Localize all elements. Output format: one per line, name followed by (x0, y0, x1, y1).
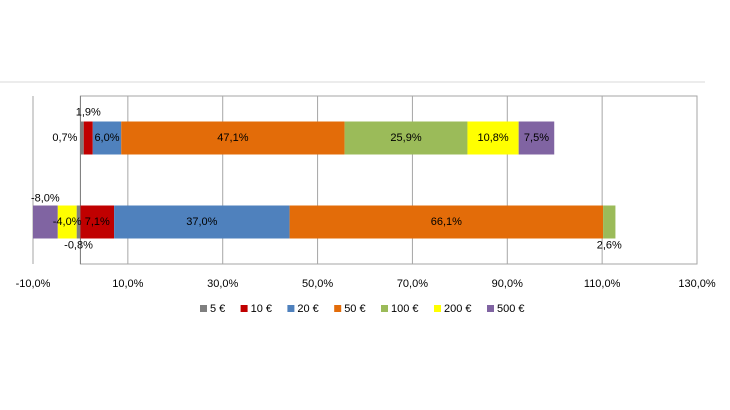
legend-swatch (240, 305, 248, 312)
data-label: 2,6% (597, 239, 622, 251)
x-tick-label: 130,0% (678, 278, 716, 290)
data-label: -8,0% (31, 192, 60, 204)
data-label: 47,1% (217, 132, 248, 144)
bar-segment (92, 121, 122, 155)
bar-segment (33, 205, 58, 239)
x-tick-label: 50,0% (302, 278, 333, 290)
data-label: 25,9% (390, 132, 421, 144)
bar-segment (121, 121, 345, 155)
data-label: 6,0% (94, 132, 119, 144)
data-label: 7,1% (85, 216, 110, 228)
bars (33, 121, 616, 239)
data-label: 7,5% (524, 132, 549, 144)
bar-segment (603, 205, 616, 239)
legend-label: 200 € (444, 303, 472, 315)
legend-label: 100 € (391, 303, 419, 315)
legend-label: 20 € (297, 303, 318, 315)
bar-segment (518, 121, 555, 155)
legend-swatch (487, 305, 494, 312)
x-tick-label: 90,0% (492, 278, 523, 290)
data-label: 1,9% (76, 106, 101, 118)
data-label: 37,0% (186, 216, 217, 228)
data-label: 10,8% (477, 132, 508, 144)
bar-segment (80, 205, 115, 239)
data-label: -0,8% (64, 239, 93, 251)
legend-label: 50 € (344, 303, 365, 315)
bar-segment (114, 205, 290, 239)
data-label: 0,7% (52, 132, 77, 144)
legend-swatch (287, 305, 295, 312)
x-tick-label: 10,0% (112, 278, 143, 290)
bar-segment (57, 205, 77, 239)
legend-label: 10 € (251, 303, 272, 315)
bar-segment (289, 205, 604, 239)
legend-swatch (334, 305, 342, 312)
x-tick-label: 30,0% (207, 278, 238, 290)
bar-segment (80, 121, 84, 155)
bar-segment (344, 121, 468, 155)
x-tick-label: -10,0% (16, 278, 51, 290)
legend-swatch (381, 305, 388, 312)
x-tick-label: 70,0% (397, 278, 428, 290)
data-label: 66,1% (431, 216, 462, 228)
bar-segment (76, 205, 81, 239)
bar-segment (467, 121, 519, 155)
legend-label: 500 € (497, 303, 525, 315)
x-tick-label: 110,0% (584, 278, 621, 290)
legend-label: 5 € (210, 303, 225, 315)
legend-swatch (200, 305, 207, 312)
bar-segment (83, 121, 93, 155)
data-label: -4,0% (53, 216, 82, 228)
legend-swatch (434, 305, 441, 312)
